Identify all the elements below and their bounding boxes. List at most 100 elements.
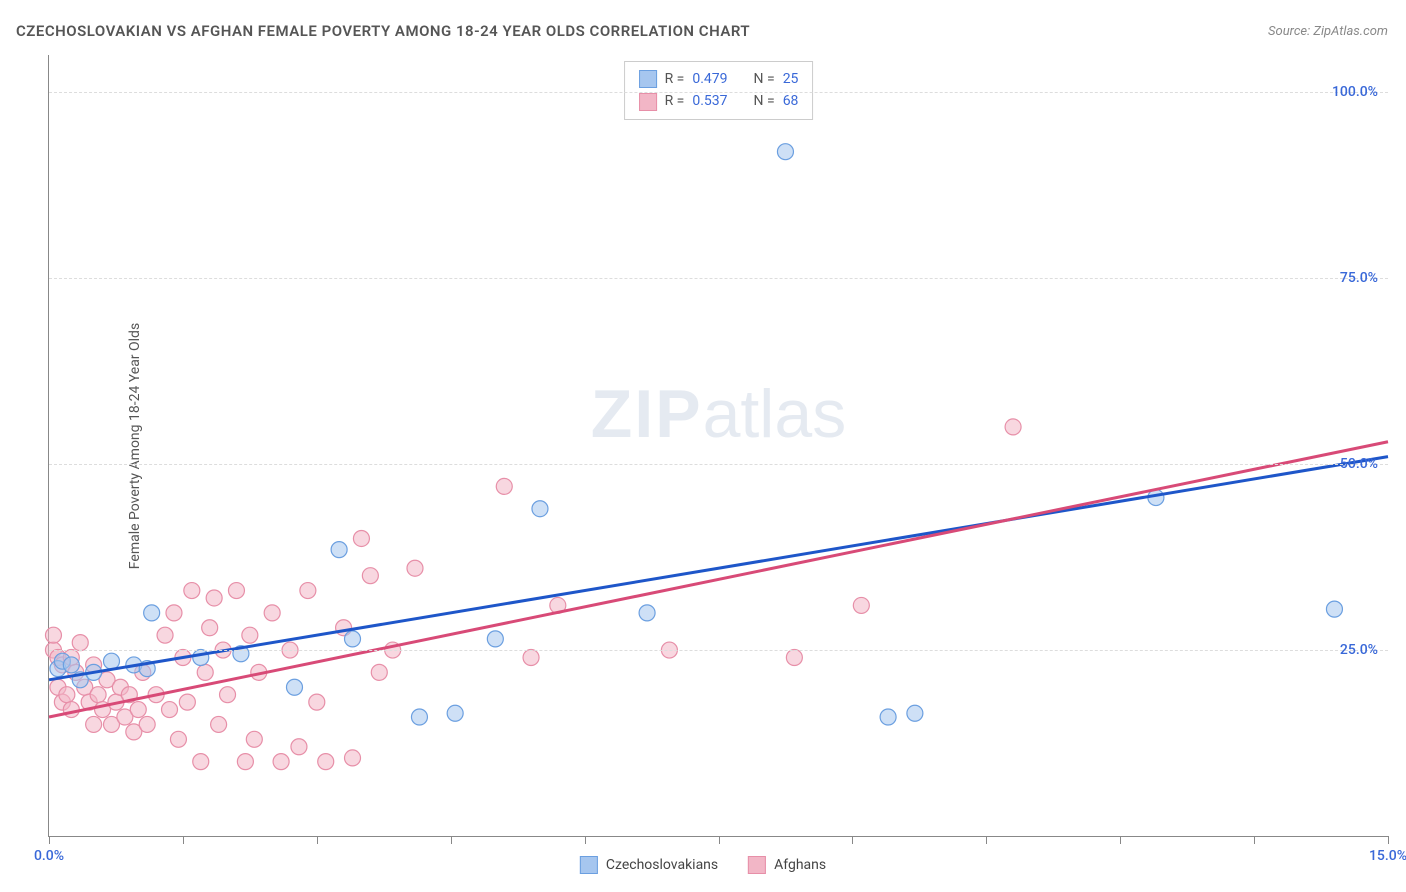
x-tick [451, 836, 452, 844]
stats-n-value-1: 68 [783, 90, 799, 112]
x-tick [183, 836, 184, 844]
scatter-point [228, 583, 244, 599]
series-swatch-0 [580, 856, 598, 874]
scatter-point [331, 542, 347, 558]
series-swatch-1 [748, 856, 766, 874]
scatter-point [220, 687, 236, 703]
scatter-point [90, 687, 106, 703]
scatter-point [139, 716, 155, 732]
regression-line [49, 442, 1388, 717]
scatter-point [487, 631, 503, 647]
scatter-point [157, 627, 173, 643]
scatter-point [1326, 601, 1342, 617]
plot-svg [49, 55, 1388, 836]
scatter-point [309, 694, 325, 710]
scatter-point [273, 754, 289, 770]
scatter-point [63, 702, 79, 718]
scatter-point [880, 709, 896, 725]
scatter-point [786, 649, 802, 665]
stats-legend-row-0: R = 0.479 N = 25 [639, 68, 799, 90]
scatter-point [1005, 419, 1021, 435]
stats-n-value-0: 25 [783, 68, 799, 90]
chart-source: Source: ZipAtlas.com [1268, 24, 1388, 39]
y-tick-label: 50.0% [1340, 456, 1378, 472]
series-legend-item-0: Czechoslovakians [580, 856, 718, 874]
chart-title: CZECHOSLOVAKIAN VS AFGHAN FEMALE POVERTY… [16, 22, 750, 40]
scatter-point [193, 754, 209, 770]
scatter-point [63, 657, 79, 673]
stats-n-label-0: N = [754, 68, 775, 90]
y-tick-label: 75.0% [1340, 270, 1378, 286]
scatter-point [130, 702, 146, 718]
scatter-point [407, 560, 423, 576]
scatter-point [523, 649, 539, 665]
series-legend-item-1: Afghans [748, 856, 826, 874]
stats-legend: R = 0.479 N = 25 R = 0.537 N = 68 [624, 61, 814, 120]
series-legend-label-1: Afghans [774, 857, 826, 873]
scatter-point [777, 144, 793, 160]
stats-n-label-1: N = [754, 90, 775, 112]
x-tick [49, 836, 50, 844]
scatter-point [532, 501, 548, 517]
x-tick [585, 836, 586, 844]
stats-swatch-1 [639, 93, 657, 111]
scatter-point [264, 605, 280, 621]
scatter-point [242, 627, 258, 643]
scatter-point [362, 568, 378, 584]
series-legend-label-0: Czechoslovakians [606, 857, 718, 873]
x-tick [986, 836, 987, 844]
scatter-point [211, 716, 227, 732]
scatter-point [72, 635, 88, 651]
x-tick [852, 836, 853, 844]
scatter-point [318, 754, 334, 770]
x-tick-label: 15.0% [1369, 848, 1406, 864]
plot-area: ZIPatlas R = 0.479 N = 25 R = 0.537 N = … [48, 55, 1388, 837]
scatter-point [193, 649, 209, 665]
y-tick-label: 100.0% [1332, 84, 1378, 100]
series-legend: Czechoslovakians Afghans [580, 856, 826, 874]
gridline-h [49, 278, 1388, 279]
stats-swatch-0 [639, 70, 657, 88]
y-tick-label: 25.0% [1340, 642, 1378, 658]
scatter-point [447, 705, 463, 721]
gridline-h [49, 92, 1388, 93]
x-tick [719, 836, 720, 844]
scatter-point [291, 739, 307, 755]
scatter-point [345, 750, 361, 766]
scatter-point [103, 653, 119, 669]
scatter-point [907, 705, 923, 721]
correlation-chart: CZECHOSLOVAKIAN VS AFGHAN FEMALE POVERTY… [0, 0, 1406, 892]
scatter-point [45, 627, 61, 643]
scatter-point [166, 605, 182, 621]
stats-r-value-1: 0.537 [692, 90, 727, 112]
stats-r-label-0: R = [665, 68, 685, 90]
scatter-point [246, 731, 262, 747]
scatter-point [237, 754, 253, 770]
scatter-point [184, 583, 200, 599]
scatter-point [345, 631, 361, 647]
regression-line [49, 457, 1388, 680]
x-tick [1254, 836, 1255, 844]
stats-r-value-0: 0.479 [692, 68, 727, 90]
scatter-point [411, 709, 427, 725]
x-tick [1120, 836, 1121, 844]
stats-legend-row-1: R = 0.537 N = 68 [639, 90, 799, 112]
scatter-point [353, 530, 369, 546]
scatter-point [300, 583, 316, 599]
gridline-h [49, 650, 1388, 651]
scatter-point [371, 664, 387, 680]
scatter-point [639, 605, 655, 621]
scatter-point [496, 478, 512, 494]
scatter-point [170, 731, 186, 747]
x-tick [1388, 836, 1389, 844]
scatter-point [853, 597, 869, 613]
scatter-point [162, 702, 178, 718]
scatter-point [144, 605, 160, 621]
scatter-point [286, 679, 302, 695]
x-tick [317, 836, 318, 844]
stats-r-label-1: R = [665, 90, 685, 112]
scatter-point [197, 664, 213, 680]
scatter-point [86, 716, 102, 732]
gridline-h [49, 464, 1388, 465]
x-tick-label: 0.0% [34, 848, 64, 864]
